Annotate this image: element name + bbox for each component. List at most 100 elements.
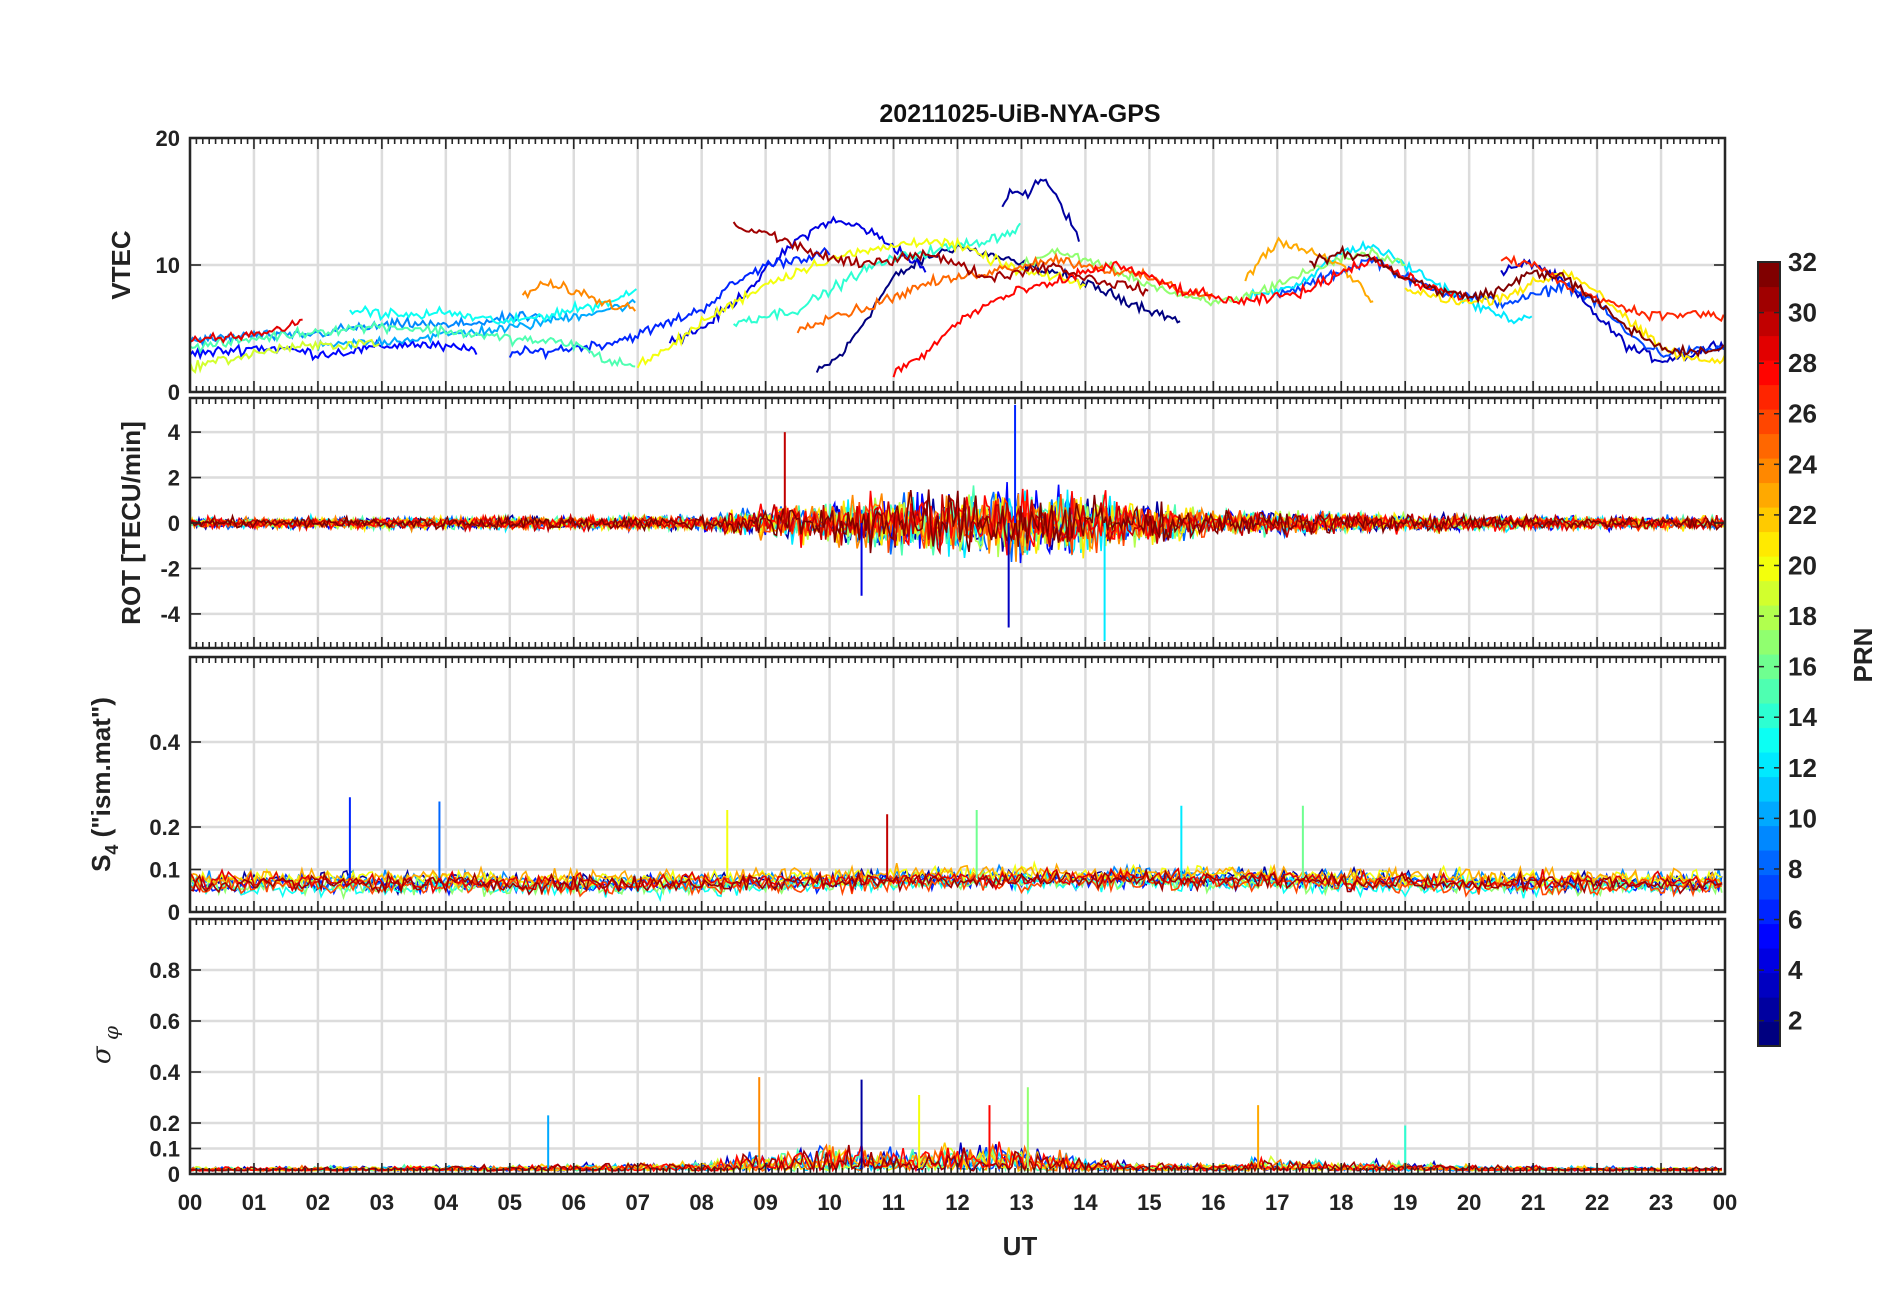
x-tick-label: 19 <box>1393 1190 1417 1215</box>
colorbar-swatch <box>1758 1021 1780 1047</box>
rot-line-prn-30 <box>190 494 1725 556</box>
vtec-line-prn-27 <box>1500 254 1725 323</box>
x-tick-label: 01 <box>242 1190 266 1215</box>
y-label-main: S <box>86 855 116 872</box>
x-tick-label: 05 <box>498 1190 522 1215</box>
x-tick-label: 03 <box>370 1190 394 1215</box>
colorbar-swatch <box>1758 286 1780 312</box>
y-tick-label: 0.1 <box>149 1137 180 1162</box>
colorbar-tick-label: 22 <box>1788 500 1817 530</box>
vtec-line-prn-19 <box>190 338 380 374</box>
x-tick-label: 22 <box>1585 1190 1609 1215</box>
x-tick-label: 20 <box>1457 1190 1481 1215</box>
series-vtec <box>190 178 1725 378</box>
vtec-line-prn-32 <box>1309 244 1725 358</box>
colorbar-swatch <box>1758 727 1780 753</box>
x-tick-label: 08 <box>689 1190 713 1215</box>
colorbar-swatch <box>1758 360 1780 386</box>
x-tick-label: 09 <box>753 1190 777 1215</box>
colorbar-swatch <box>1758 703 1780 729</box>
colorbar-swatch <box>1758 629 1780 655</box>
series-s4 <box>190 797 1725 902</box>
y-tick-label: 0 <box>168 380 180 405</box>
y-label-main: σ <box>87 1045 117 1064</box>
x-tick-label: 15 <box>1137 1190 1161 1215</box>
colorbar-swatch <box>1758 850 1780 876</box>
y-tick-label: 0.8 <box>149 958 180 983</box>
colorbar-tick-label: 12 <box>1788 753 1817 783</box>
colorbar-swatch <box>1758 409 1780 435</box>
vtec-line-prn-14 <box>732 222 1022 328</box>
colorbar-swatch <box>1758 752 1780 778</box>
colorbar-swatch <box>1758 899 1780 925</box>
ticks-rot <box>189 398 1726 648</box>
colorbar-swatch <box>1758 433 1780 459</box>
y-tick-label: 0 <box>168 511 180 536</box>
colorbar-swatch <box>1758 335 1780 361</box>
colorbar-frame <box>1757 261 1781 1047</box>
vtec-line-prn-5 <box>190 338 478 362</box>
colorbar-swatch <box>1758 948 1780 974</box>
colorbar-swatch <box>1758 482 1780 508</box>
colorbar-tick-label: 8 <box>1788 854 1802 884</box>
colorbar-tick-label: 26 <box>1788 399 1817 429</box>
panel-s4: 0 0.1 0.2 0.4 S4 ("ism.mat") <box>86 655 1727 925</box>
x-tick-label: 16 <box>1201 1190 1225 1215</box>
x-tick-label: 10 <box>817 1190 841 1215</box>
colorbar-swatch <box>1758 262 1780 288</box>
y-tick-label: 0.1 <box>149 858 180 883</box>
colorbar-tick-label: 4 <box>1788 955 1803 985</box>
ticks-s4 <box>189 657 1726 913</box>
ticks-vtec <box>189 137 1726 393</box>
colorbar-tick-label: 28 <box>1788 348 1817 378</box>
x-tick-label: 11 <box>882 1190 905 1215</box>
y-tick-label: 0.4 <box>149 730 180 755</box>
y-axis-label-sigma_phi: σ φ <box>87 1026 123 1064</box>
x-tick-label: 02 <box>306 1190 330 1215</box>
colorbar-swatch <box>1758 556 1780 582</box>
colorbar-tick-label: 14 <box>1788 702 1817 732</box>
colorbar-swatch <box>1758 654 1780 680</box>
x-tick-label: 07 <box>625 1190 649 1215</box>
colorbar-label: PRN <box>1848 628 1878 683</box>
x-tick-label: 17 <box>1265 1190 1289 1215</box>
colorbar-swatch <box>1758 507 1780 533</box>
vtec-line-prn-13 <box>349 288 638 326</box>
series-rot <box>190 404 1725 642</box>
colorbar-swatch <box>1758 605 1780 631</box>
x-tick-label: 06 <box>562 1190 586 1215</box>
colorbar-swatch <box>1758 678 1780 704</box>
x-tick-label: 14 <box>1073 1190 1098 1215</box>
x-tick-label: 13 <box>1009 1190 1033 1215</box>
colorbar-tick-label: 20 <box>1788 550 1817 580</box>
y-axis-label-s4: S4 ("ism.mat") <box>86 697 122 872</box>
vtec-line-prn-20 <box>636 236 1086 369</box>
x-tick-label: 00 <box>1713 1190 1737 1215</box>
y-tick-label: 20 <box>156 126 180 151</box>
colorbar-swatch <box>1758 311 1780 337</box>
y-tick-label: -4 <box>160 602 180 627</box>
x-axis-label: UT <box>1003 1231 1038 1261</box>
vtec-line-prn-24 <box>521 277 637 312</box>
x-tick-label: 18 <box>1329 1190 1353 1215</box>
panel-sigma_phi: 00.10.2 0.4 0.6 0.8 σ φ 00 01 02 03 04 05 06 07 08 09 1… <box>87 917 1737 1215</box>
y-tick-label: 0.2 <box>149 1111 180 1136</box>
colorbar-swatch <box>1758 972 1780 998</box>
y-tick-label: -2 <box>160 556 180 581</box>
y-axis-label-vtec: VTEC <box>106 230 136 300</box>
y-axis-label-rot: ROT [TECU/min] <box>116 421 146 625</box>
vtec-line-prn-31 <box>732 221 1149 297</box>
colorbar-swatch <box>1758 458 1780 484</box>
colorbar-tick-label: 2 <box>1788 1006 1802 1036</box>
y-label-rest: ("ism.mat") <box>86 697 116 844</box>
colorbar-swatch <box>1758 776 1780 802</box>
colorbar-swatch <box>1758 874 1780 900</box>
x-tick-label: 23 <box>1649 1190 1673 1215</box>
y-tick-label: 0 <box>168 1162 180 1187</box>
y-tick-label: 2 <box>168 466 180 491</box>
y-tick-label: 0.2 <box>149 815 180 840</box>
colorbar-swatch <box>1758 825 1780 851</box>
vtec-line-prn-2 <box>1001 178 1080 242</box>
